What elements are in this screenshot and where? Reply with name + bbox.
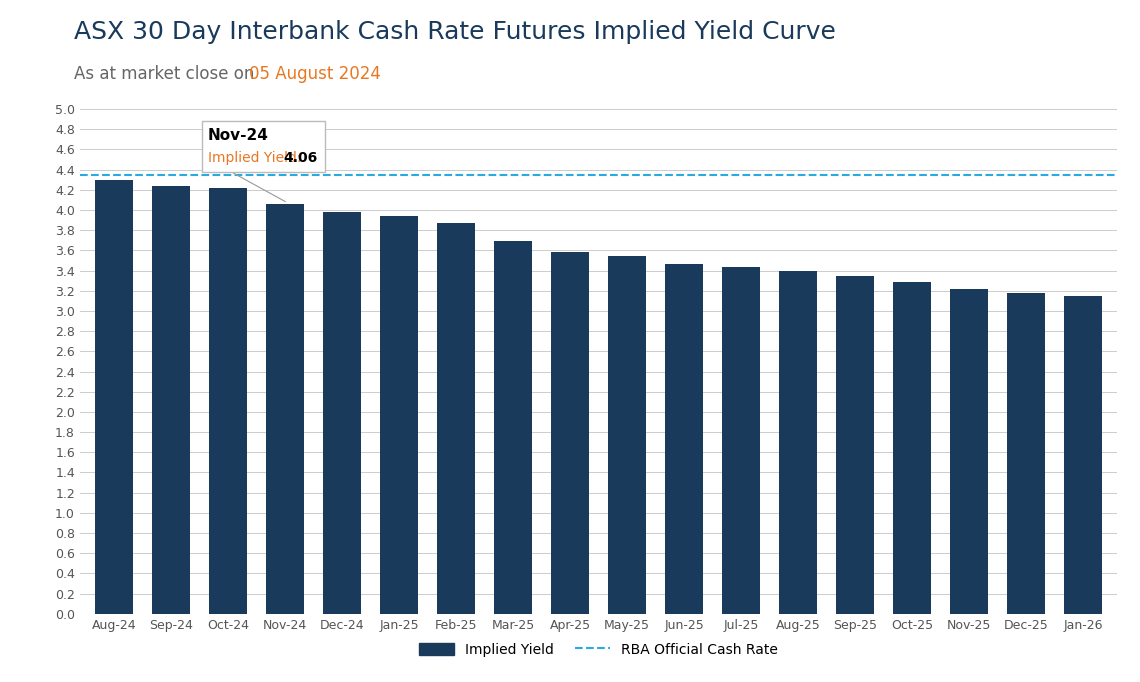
Bar bbox=[210, 188, 246, 614]
Bar bbox=[96, 180, 132, 614]
FancyBboxPatch shape bbox=[203, 121, 325, 172]
Bar bbox=[1008, 293, 1044, 614]
Bar bbox=[1065, 296, 1101, 614]
Bar bbox=[723, 267, 759, 614]
Bar bbox=[153, 186, 189, 614]
Bar bbox=[951, 288, 987, 614]
Bar bbox=[438, 223, 474, 614]
Bar bbox=[894, 282, 930, 614]
Bar bbox=[324, 212, 360, 614]
Bar bbox=[666, 263, 702, 614]
Text: As at market close on: As at market close on bbox=[74, 65, 260, 83]
Bar bbox=[267, 204, 303, 614]
Text: Implied Yield:: Implied Yield: bbox=[209, 151, 306, 164]
Text: ASX 30 Day Interbank Cash Rate Futures Implied Yield Curve: ASX 30 Day Interbank Cash Rate Futures I… bbox=[74, 20, 836, 44]
Legend: Implied Yield, RBA Official Cash Rate: Implied Yield, RBA Official Cash Rate bbox=[414, 637, 783, 662]
Bar bbox=[609, 256, 645, 614]
Bar bbox=[552, 252, 588, 614]
Text: Nov-24: Nov-24 bbox=[209, 128, 269, 143]
Text: 4.06: 4.06 bbox=[283, 151, 318, 164]
Bar bbox=[837, 276, 873, 614]
Text: 05 August 2024: 05 August 2024 bbox=[249, 65, 381, 83]
Bar bbox=[495, 241, 531, 614]
Bar bbox=[780, 271, 816, 614]
Bar bbox=[381, 216, 417, 614]
